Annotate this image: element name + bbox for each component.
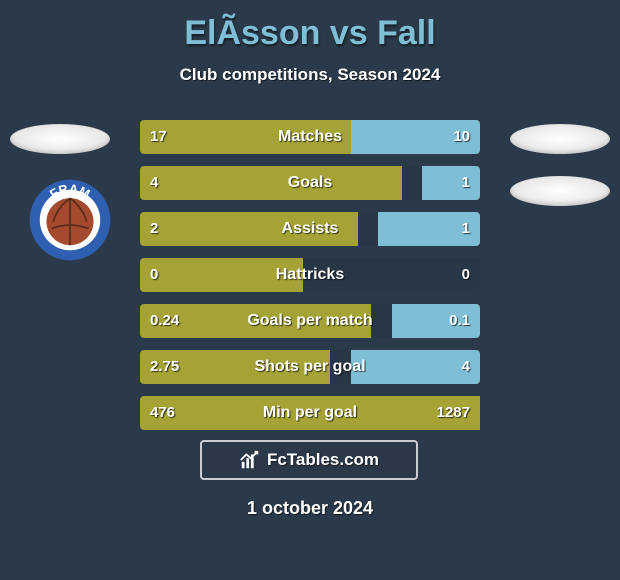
player-right-badge-2: [510, 176, 610, 206]
stats-table: 1710Matches 41Goals 21Assists 00Hattricks 0.…: [140, 120, 480, 442]
page-title: ElÃsson vs Fall: [0, 0, 620, 53]
stat-label: Matches: [140, 120, 480, 154]
player-right-badge-1: [510, 124, 610, 154]
stat-row: 00Hattricks: [140, 258, 480, 292]
stat-label: Hattricks: [140, 258, 480, 292]
brand-box: FcTables.com: [200, 440, 418, 480]
stat-label: Assists: [140, 212, 480, 246]
player-left-badge: [10, 124, 110, 154]
stat-label: Min per goal: [140, 396, 480, 430]
club-logo-left: FRAM: [28, 178, 112, 262]
stat-row: 2.754Shots per goal: [140, 350, 480, 384]
stat-row: 1710Matches: [140, 120, 480, 154]
brand-chart-icon: [239, 449, 261, 471]
stat-label: Shots per goal: [140, 350, 480, 384]
footer-date: 1 october 2024: [0, 498, 620, 519]
page-subtitle: Club competitions, Season 2024: [0, 65, 620, 85]
brand-text: FcTables.com: [267, 450, 379, 470]
stat-row: 4761287Min per goal: [140, 396, 480, 430]
stat-label: Goals: [140, 166, 480, 200]
stat-label: Goals per match: [140, 304, 480, 338]
stat-row: 21Assists: [140, 212, 480, 246]
stat-row: 41Goals: [140, 166, 480, 200]
stat-row: 0.240.1Goals per match: [140, 304, 480, 338]
